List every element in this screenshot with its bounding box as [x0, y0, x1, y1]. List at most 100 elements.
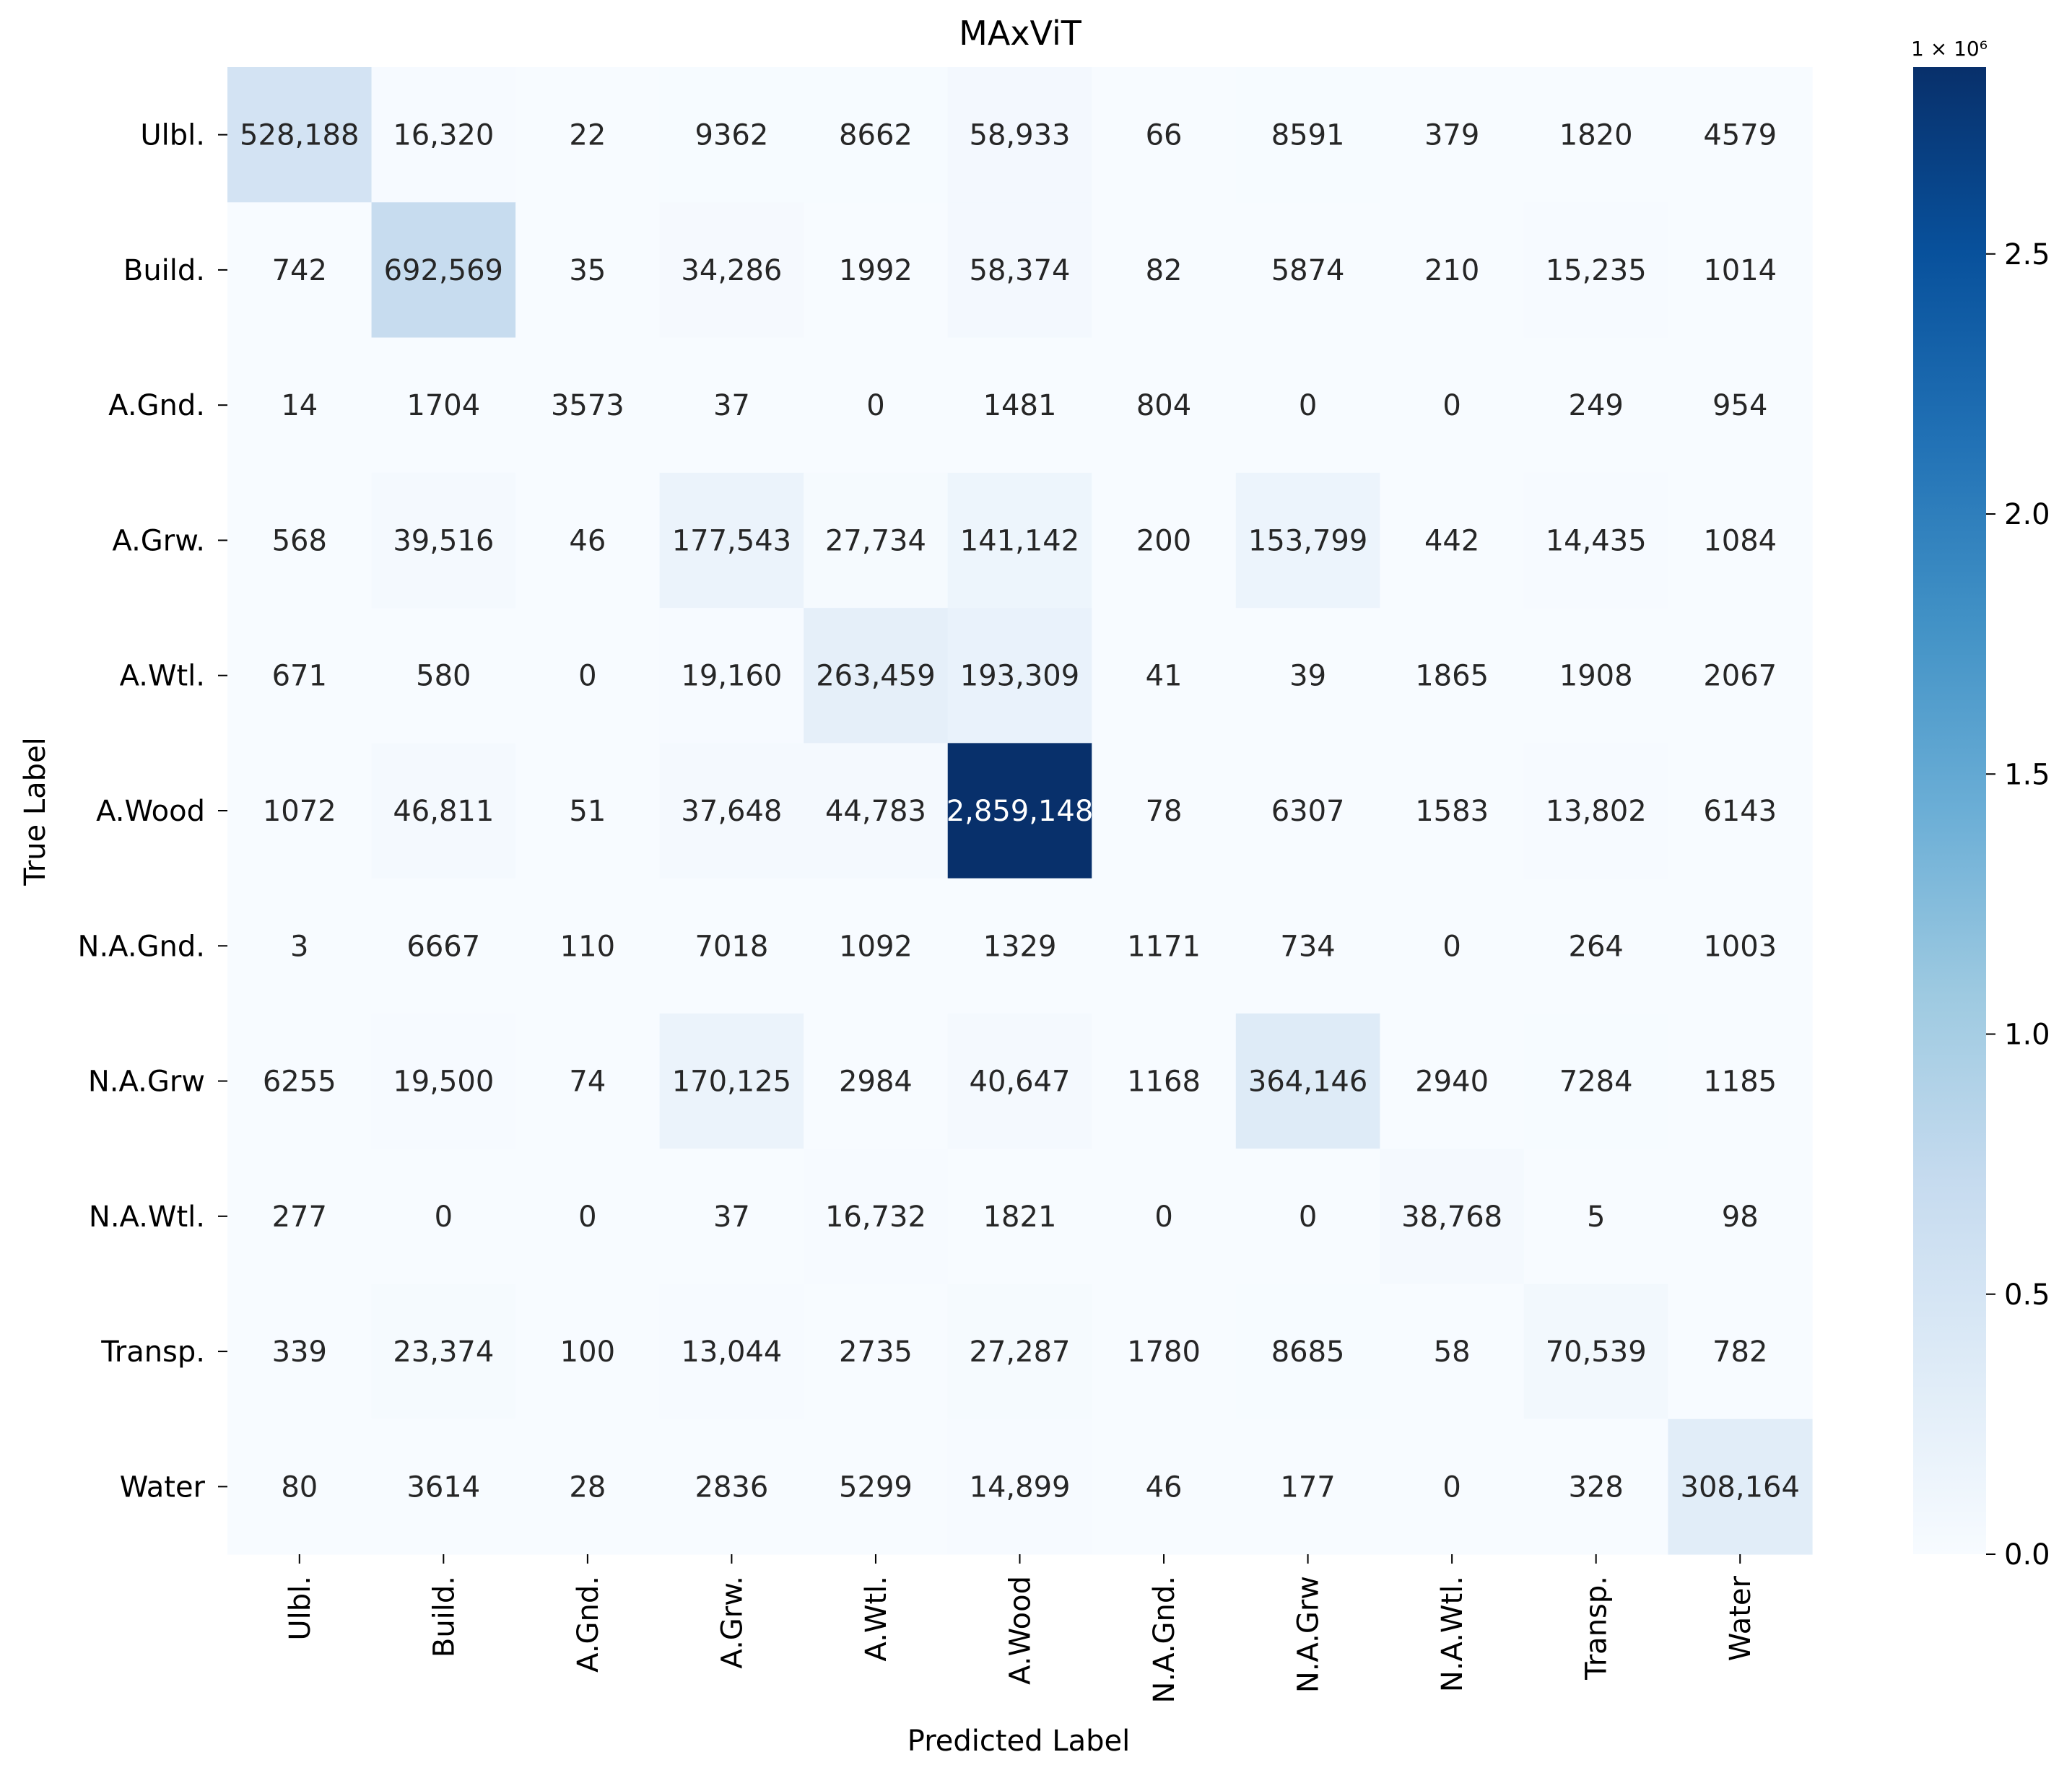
heatmap-cell — [1523, 608, 1669, 744]
heatmap-cell — [659, 472, 804, 609]
heatmap-cell — [227, 472, 373, 609]
heatmap-cell — [947, 743, 1092, 879]
colorbar — [1913, 67, 1986, 1554]
cell-value-label: 692,569 — [384, 254, 503, 287]
cell-value-label: 34,286 — [681, 254, 782, 287]
cell-value-label: 44,783 — [825, 795, 926, 828]
heatmap-cell — [1092, 472, 1237, 609]
heatmap-cell — [659, 1284, 804, 1420]
heatmap-cell — [947, 202, 1092, 339]
heatmap-cell — [371, 1013, 516, 1149]
cell-value-label: 177,543 — [672, 524, 791, 557]
heatmap-cell — [371, 878, 516, 1014]
heatmap-cell — [371, 67, 516, 203]
x-tick-label: A.Gnd. — [572, 1576, 605, 1673]
heatmap-cell — [227, 1013, 373, 1149]
heatmap-cell — [515, 472, 661, 609]
colorbar-tick-label: 1.5 — [2004, 758, 2050, 791]
heatmap-cell — [1668, 337, 1813, 474]
cell-value-label: 4579 — [1703, 119, 1777, 152]
heatmap-cell — [804, 337, 949, 474]
cell-value-label: 1329 — [983, 930, 1057, 963]
cell-value-label: 8662 — [839, 119, 913, 152]
cell-value-label: 249 — [1569, 389, 1624, 422]
heatmap-cell — [659, 878, 804, 1014]
colorbar-tick-label: 1.0 — [2004, 1019, 2050, 1052]
cell-value-label: 153,799 — [1248, 524, 1367, 557]
cell-value-label: 40,647 — [970, 1065, 1071, 1099]
cell-value-label: 2984 — [839, 1065, 913, 1099]
heatmap-cell — [947, 67, 1092, 203]
heatmap-cell — [1380, 743, 1525, 879]
heatmap-cell — [804, 67, 949, 203]
heatmap-cell — [659, 337, 804, 474]
cell-value-label: 1820 — [1559, 119, 1633, 152]
heatmap-cell — [227, 1149, 373, 1285]
cell-value-label: 0 — [435, 1200, 453, 1234]
heatmap-cell — [227, 202, 373, 339]
cell-value-label: 58,374 — [970, 254, 1071, 287]
cell-value-label: 51 — [569, 795, 606, 828]
cell-value-label: 66 — [1146, 119, 1183, 152]
cell-value-label: 8591 — [1271, 119, 1345, 152]
heatmap-cell — [371, 1418, 516, 1555]
cell-value-label: 46 — [569, 524, 606, 557]
cell-value-label: 80 — [281, 1470, 318, 1504]
heatmap-cell — [1523, 202, 1669, 339]
heatmap-cell — [1380, 878, 1525, 1014]
heatmap-cell — [1523, 67, 1669, 203]
heatmap-cell — [371, 1284, 516, 1420]
heatmap-cell — [1668, 608, 1813, 744]
chart-title: MAxViT — [959, 14, 1082, 53]
cell-value-label: 14,435 — [1546, 524, 1647, 557]
x-tick-label: A.Wtl. — [860, 1576, 893, 1661]
colorbar-tick-label: 2.0 — [2004, 498, 2050, 531]
heatmap-cell — [371, 743, 516, 879]
cell-value-label: 16,732 — [825, 1200, 926, 1234]
heatmap-cell — [515, 743, 661, 879]
heatmap-cell — [1235, 878, 1380, 1014]
cell-value-label: 46 — [1146, 1470, 1183, 1504]
cell-value-label: 6255 — [263, 1065, 336, 1099]
heatmap-cell — [227, 67, 373, 203]
cell-value-label: 14,899 — [970, 1470, 1071, 1504]
cell-value-label: 1865 — [1415, 660, 1489, 693]
y-tick-label: Build. — [123, 254, 205, 287]
y-axis-ticks: Ulbl. Build. A.Gnd. A.Grw. A.Wtl. A.Wood N.A.G… — [78, 119, 227, 1504]
heatmap-cell — [1668, 1418, 1813, 1555]
cell-value-label: 364,146 — [1248, 1065, 1367, 1099]
cell-value-label: 177 — [1280, 1470, 1335, 1504]
cell-value-label: 22 — [569, 119, 606, 152]
heatmap-cell — [659, 1149, 804, 1285]
heatmap-cell — [1668, 1149, 1813, 1285]
cell-value-label: 1908 — [1559, 660, 1633, 693]
cell-value-label: 35 — [569, 254, 606, 287]
cell-value-label: 200 — [1136, 524, 1191, 557]
heatmap-cell — [227, 608, 373, 744]
cell-value-label: 39,516 — [393, 524, 494, 557]
cell-value-label: 110 — [560, 930, 615, 963]
heatmap-cell — [1380, 202, 1525, 339]
cell-value-label: 1003 — [1703, 930, 1777, 963]
heatmap-cell — [1668, 1013, 1813, 1149]
heatmap-cell — [1380, 608, 1525, 744]
heatmap-cell — [515, 608, 661, 744]
heatmap-cell — [1523, 472, 1669, 609]
heatmap-cell — [227, 878, 373, 1014]
heatmap-cell — [1668, 743, 1813, 879]
cell-value-label: 0 — [1442, 1470, 1461, 1504]
cell-value-label: 264 — [1569, 930, 1624, 963]
cell-value-label: 0 — [578, 660, 596, 693]
heatmap-cell — [1380, 1284, 1525, 1420]
cell-value-label: 2836 — [695, 1470, 769, 1504]
cell-value-label: 6307 — [1271, 795, 1345, 828]
cell-value-label: 442 — [1424, 524, 1479, 557]
heatmap-cell — [1235, 1418, 1380, 1555]
heatmap-cell — [659, 67, 804, 203]
cell-value-label: 671 — [272, 660, 327, 693]
cell-value-label: 141,142 — [960, 524, 1079, 557]
heatmap-cell — [1235, 1013, 1380, 1149]
cell-value-label: 580 — [416, 660, 471, 693]
cell-value-label: 82 — [1146, 254, 1183, 287]
heatmap-cell — [227, 1284, 373, 1420]
